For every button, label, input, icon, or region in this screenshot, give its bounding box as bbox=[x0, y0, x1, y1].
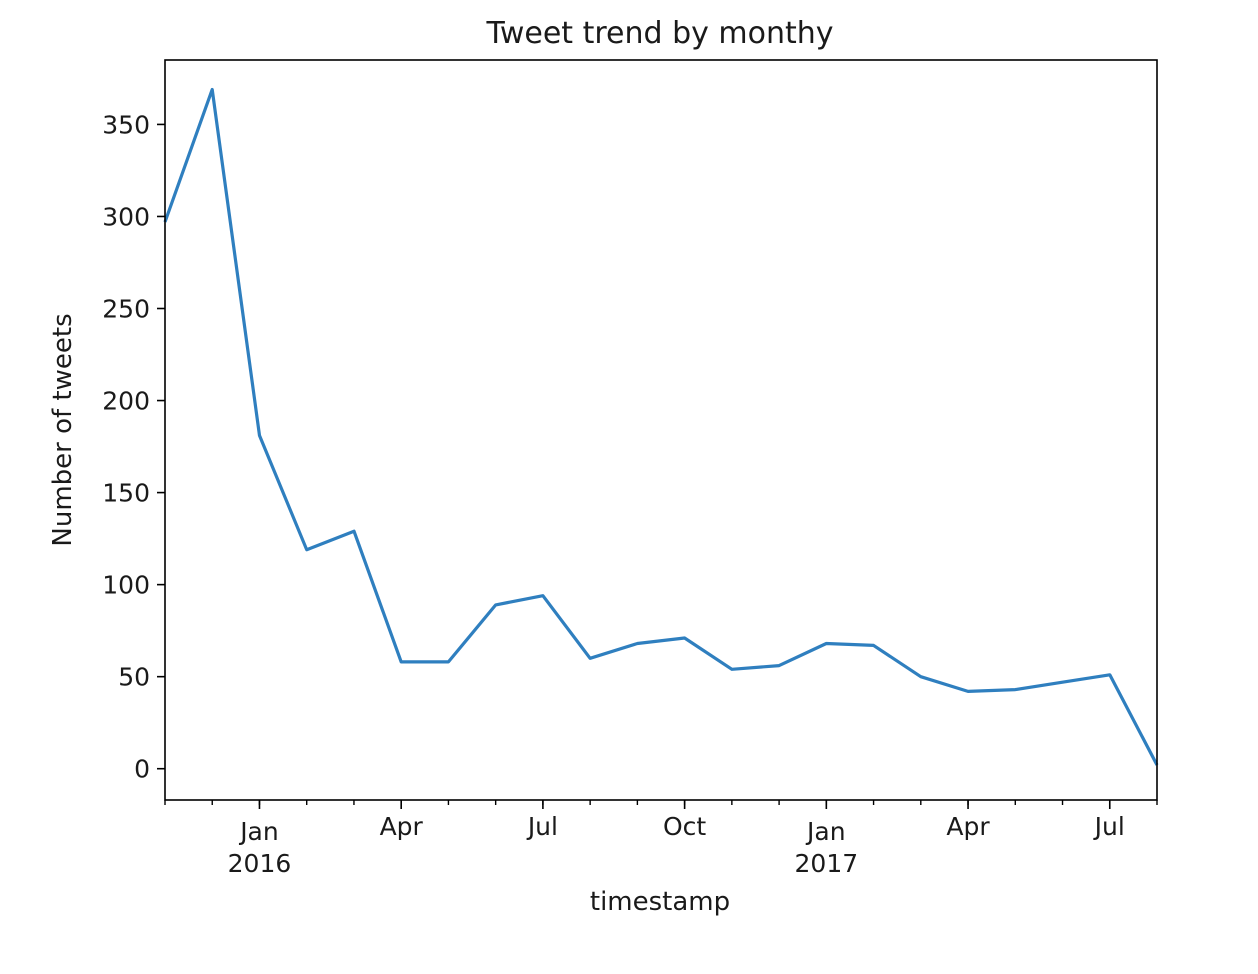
y-tick-label: 350 bbox=[102, 110, 150, 139]
x-axis: Jan 2016 Apr Jul Oct Jan 2017 Apr Jul bbox=[164, 800, 1158, 878]
plot-area bbox=[163, 59, 1159, 801]
x-tick-label: Jul bbox=[1093, 812, 1125, 841]
x-tick-label: Jan bbox=[805, 817, 846, 846]
y-tick-label: 200 bbox=[102, 387, 150, 416]
plot-frame bbox=[164, 59, 1158, 801]
y-tick-label: 0 bbox=[134, 755, 150, 784]
y-tick-label: 100 bbox=[102, 571, 150, 600]
y-tick-label: 300 bbox=[102, 202, 150, 231]
y-tick-label: 150 bbox=[102, 479, 150, 508]
y-tick-label: 50 bbox=[118, 663, 150, 692]
series-line-0 bbox=[163, 87, 1159, 766]
x-tick-label: Jul bbox=[526, 812, 558, 841]
x-tick-label: Oct bbox=[663, 812, 706, 841]
chart-title: Tweet trend by monthy bbox=[485, 16, 833, 51]
y-axis: 0 50 100 150 200 250 300 350 bbox=[102, 110, 165, 784]
x-tick-label: Apr bbox=[380, 812, 424, 841]
x-tick-sublabel: 2017 bbox=[795, 849, 859, 878]
y-tick-label: 250 bbox=[102, 295, 150, 324]
x-tick-label: Jan bbox=[238, 817, 279, 846]
x-tick-sublabel: 2016 bbox=[228, 849, 292, 878]
x-axis-label: timestamp bbox=[590, 887, 730, 917]
y-axis-label: Number of tweets bbox=[48, 313, 78, 546]
x-tick-label: Apr bbox=[946, 812, 990, 841]
